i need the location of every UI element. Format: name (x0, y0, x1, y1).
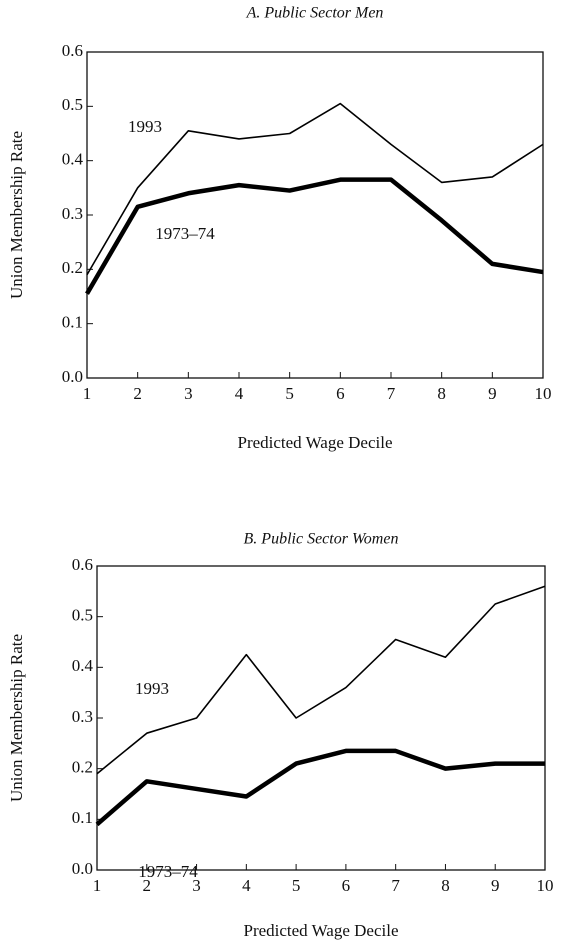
series-line (96, 585, 546, 775)
plot-frame (86, 51, 544, 379)
y-tick-label: 0.6 (72, 555, 93, 574)
series-line (95, 748, 545, 827)
y-tick-label: 0.0 (62, 367, 83, 386)
y-tick-label: 0.4 (62, 150, 84, 169)
x-tick-label: 3 (192, 876, 201, 895)
chart-title: A. Public Sector Men (246, 5, 384, 22)
series-line (85, 177, 544, 295)
x-tick-label: 6 (336, 384, 345, 403)
x-tick-label: 6 (342, 876, 351, 895)
x-tick-label: 5 (285, 384, 294, 403)
x-axis-label: Predicted Wage Decile (243, 921, 398, 940)
y-tick-label: 0.3 (62, 204, 83, 223)
x-tick-label: 10 (537, 876, 554, 895)
y-tick-label: 0.3 (72, 707, 93, 726)
x-tick-label: 4 (235, 384, 244, 403)
y-axis-label: Union Membership Rate (7, 634, 26, 802)
x-tick-label: 4 (242, 876, 251, 895)
x-tick-label: 10 (535, 384, 552, 403)
x-tick-label: 3 (184, 384, 193, 403)
series-label: 1973–74 (155, 224, 215, 243)
x-tick-label: 9 (491, 876, 500, 895)
x-tick-label: 2 (133, 384, 142, 403)
x-tick-label: 1 (83, 384, 92, 403)
series-label: 1973–74 (138, 862, 198, 881)
series-label: 1993 (135, 679, 169, 698)
x-tick-label: 5 (292, 876, 301, 895)
y-tick-label: 0.1 (62, 313, 83, 332)
x-tick-label: 7 (387, 384, 396, 403)
y-tick-label: 0.2 (62, 258, 83, 277)
x-tick-label: 8 (441, 876, 450, 895)
y-tick-label: 0.4 (72, 656, 94, 675)
y-tick-label: 0.6 (62, 41, 83, 60)
plot-frame (96, 565, 546, 871)
x-tick-label: 9 (488, 384, 497, 403)
x-tick-label: 1 (93, 876, 102, 895)
x-tick-label: 2 (143, 876, 152, 895)
series-label: 1993 (128, 117, 162, 136)
x-tick-label: 7 (391, 876, 400, 895)
x-tick-label: 8 (437, 384, 446, 403)
y-tick-label: 0.2 (72, 758, 93, 777)
y-axis-label: Union Membership Rate (7, 131, 26, 299)
y-tick-label: 0.5 (62, 95, 83, 114)
series-line (86, 102, 544, 276)
chart-title: B. Public Sector Women (244, 531, 399, 548)
y-tick-label: 0.5 (72, 606, 93, 625)
y-tick-label: 0.1 (72, 808, 93, 827)
x-axis-label: Predicted Wage Decile (237, 433, 392, 452)
y-tick-label: 0.0 (72, 859, 93, 878)
